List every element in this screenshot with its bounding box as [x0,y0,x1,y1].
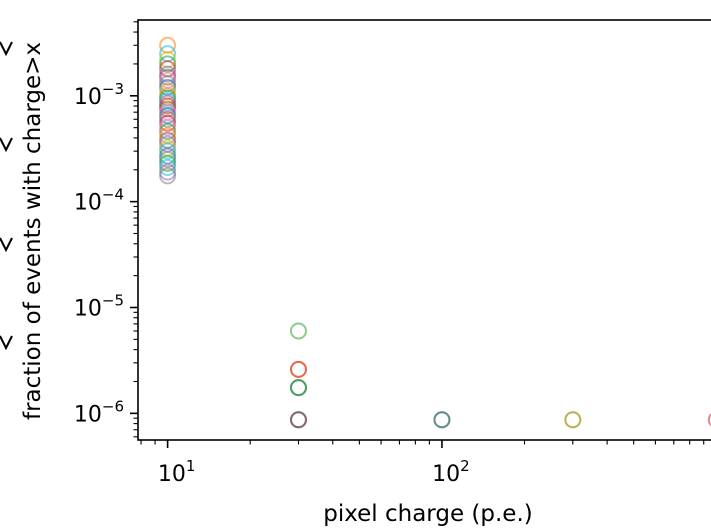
data-point [564,411,582,429]
data-point [289,379,307,397]
x-tick-label: 101 [158,457,196,487]
data-points [159,36,711,429]
data-point [159,167,177,185]
data-point [159,55,177,73]
x-tick-label: 102 [432,457,470,487]
y-tick-label: 10−5 [74,291,124,321]
data-point [433,411,451,429]
y-tick-label: 10−6 [74,397,124,427]
data-point [289,360,307,378]
data-point [159,114,177,132]
clipped-left-fragments [0,41,13,351]
plot-area-frame [137,19,711,441]
y-tick-label: 10−4 [74,186,124,216]
data-point [159,122,177,140]
y-axis-label: fraction of events with charge>x [20,42,46,420]
axis-ticks: 101 102 10−6 10−5 10−4 10−3 [74,21,705,487]
data-point [707,413,711,427]
x-axis-label: pixel charge (p.e.) [323,501,533,527]
data-point [289,411,307,429]
data-point [159,159,177,177]
data-point [159,142,177,160]
data-point [289,322,307,340]
data-point [159,154,177,172]
y-tick-label: 10−3 [74,80,124,110]
